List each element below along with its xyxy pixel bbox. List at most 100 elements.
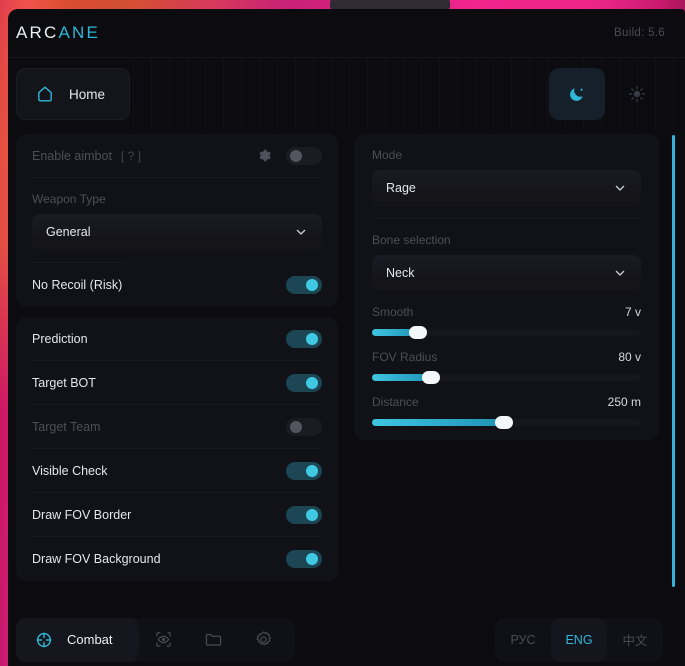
section-tabs: Combat: [16, 617, 295, 662]
folder-icon: [203, 629, 224, 650]
home-icon: [35, 84, 55, 104]
tab-configs[interactable]: [189, 618, 239, 662]
toggle-knob: [306, 376, 318, 389]
mode-label: Mode: [372, 148, 403, 162]
prediction-row[interactable]: Prediction: [32, 317, 322, 361]
prediction-toggle[interactable]: [286, 329, 322, 348]
weapon-type-label: Weapon Type: [32, 192, 106, 206]
tab-visuals[interactable]: [139, 618, 189, 662]
draw-fov-background-label: Draw FOV Background: [32, 552, 161, 566]
draw-fov-border-label: Draw FOV Border: [32, 507, 132, 522]
arcane-app-window: ARCANE Build: 5.6 Home: [8, 9, 685, 666]
no-recoil-toggle[interactable]: [286, 276, 322, 294]
enable-aimbot-toggle[interactable]: [286, 146, 322, 165]
visible-check-toggle[interactable]: [286, 461, 322, 480]
smooth-slider-thumb[interactable]: [408, 326, 427, 339]
no-recoil-row[interactable]: No Recoil (Risk): [32, 263, 322, 307]
smooth-slider-block: Smooth 7 v: [372, 291, 641, 339]
toggle-knob: [306, 464, 318, 477]
lang-rus[interactable]: РУС: [510, 632, 536, 647]
enable-aimbot-label: Enable aimbot: [32, 148, 112, 163]
gear-icon[interactable]: [257, 148, 272, 163]
enable-aimbot-row[interactable]: Enable aimbot [ ? ]: [32, 134, 322, 178]
mode-select[interactable]: Rage: [372, 170, 641, 206]
mode-value: Rage: [386, 181, 416, 195]
theme-dark-button[interactable]: [549, 68, 605, 120]
logo-text-accent: ANE: [58, 23, 101, 42]
chevron-down-icon: [613, 266, 627, 280]
target-bot-toggle[interactable]: [286, 373, 322, 392]
settings-gear-icon: [253, 629, 274, 650]
distance-slider[interactable]: [372, 416, 641, 429]
target-team-row[interactable]: Target Team: [32, 405, 322, 449]
bone-selection-value: Neck: [386, 266, 415, 280]
smooth-slider-fill: [372, 329, 418, 336]
toggle-knob: [306, 279, 318, 291]
lang-eng[interactable]: ENG: [551, 617, 607, 662]
bottom-nav-bar: Combat: [8, 613, 685, 666]
home-tab-button[interactable]: Home: [16, 68, 131, 120]
nav-bar: Home: [8, 58, 685, 130]
distance-value: 250 m: [607, 395, 641, 409]
app-logo: ARCANE: [16, 23, 100, 43]
draw-fov-background-toggle[interactable]: [286, 550, 322, 568]
draw-fov-border-toggle[interactable]: [286, 505, 322, 524]
visible-check-row[interactable]: Visible Check: [32, 449, 322, 493]
target-bot-label: Target BOT: [32, 375, 96, 390]
smooth-slider-head: Smooth 7 v: [372, 305, 641, 319]
visuals-eye-icon: [153, 629, 174, 650]
distance-slider-thumb[interactable]: [494, 416, 513, 429]
targeting-card: Prediction Target BOT Target Team Visibl…: [16, 317, 338, 581]
smooth-value: 7 v: [624, 305, 641, 319]
tab-combat-label: Combat: [67, 632, 113, 647]
language-switcher: РУС ENG 中文: [495, 617, 663, 662]
fov-radius-slider[interactable]: [372, 371, 641, 384]
distance-slider-head: Distance 250 m: [372, 395, 641, 409]
tab-settings[interactable]: [239, 618, 289, 662]
chevron-down-icon: [294, 225, 308, 239]
target-team-toggle[interactable]: [286, 417, 322, 436]
chevron-down-icon: [613, 181, 627, 195]
home-tab-label: Home: [69, 86, 106, 102]
build-version-label: Build: 5.6: [614, 27, 665, 39]
aim-config-card: Mode Rage Bone selection Neck: [354, 134, 659, 440]
lang-zho[interactable]: 中文: [622, 634, 648, 648]
distance-slider-block: Distance 250 m: [372, 381, 641, 429]
fov-radius-value: 80 v: [618, 350, 641, 364]
logo-text-primary: ARC: [16, 23, 59, 42]
fov-radius-slider-thumb[interactable]: [422, 371, 441, 384]
weapon-type-value: General: [46, 225, 91, 239]
bone-selection-label: Bone selection: [372, 233, 451, 247]
distance-slider-fill: [372, 419, 504, 426]
draw-fov-background-row[interactable]: Draw FOV Background: [32, 537, 322, 581]
toggle-knob: [306, 332, 318, 345]
scroll-fade-overlay: [16, 603, 338, 613]
target-bot-row[interactable]: Target BOT: [32, 361, 322, 405]
left-settings-column: Enable aimbot [ ? ]: [16, 130, 338, 613]
theme-switcher: [549, 68, 665, 120]
smooth-slider[interactable]: [372, 326, 641, 339]
right-settings-column: Mode Rage Bone selection Neck: [354, 130, 675, 613]
prediction-label: Prediction: [32, 331, 88, 346]
right-panel-scrollbar[interactable]: [672, 135, 675, 587]
toggle-knob: [306, 553, 318, 565]
toggle-knob: [290, 420, 302, 433]
title-bar: ARCANE Build: 5.6: [8, 9, 685, 58]
aimbot-card: Enable aimbot [ ? ]: [16, 134, 338, 307]
crosshair-icon: [34, 630, 54, 650]
toggle-knob: [306, 508, 318, 521]
fov-radius-slider-fill: [372, 374, 432, 381]
visible-check-label: Visible Check: [32, 463, 108, 478]
wallpaper-dark-patch: [330, 0, 450, 9]
bone-selection-select[interactable]: Neck: [372, 255, 641, 291]
fov-radius-label: FOV Radius: [372, 350, 438, 364]
enable-aimbot-hint: [ ? ]: [120, 148, 141, 163]
distance-label: Distance: [372, 395, 419, 409]
theme-light-button[interactable]: [609, 68, 665, 120]
weapon-type-select[interactable]: General: [32, 214, 322, 250]
settings-content: Enable aimbot [ ? ]: [8, 130, 685, 613]
target-team-label: Target Team: [32, 419, 101, 434]
draw-fov-border-row[interactable]: Draw FOV Border: [32, 493, 322, 537]
tab-combat[interactable]: Combat: [16, 617, 139, 662]
